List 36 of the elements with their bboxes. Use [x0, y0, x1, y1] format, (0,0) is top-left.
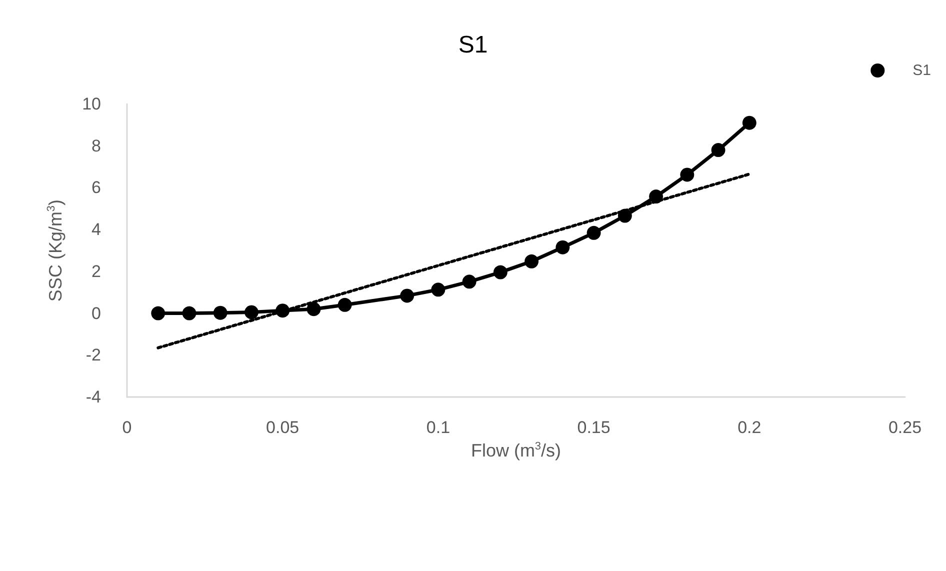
chart-title: S1 — [458, 32, 488, 58]
x-tick-label: 0.2 — [738, 418, 762, 437]
x-tick-label: 0.05 — [266, 418, 300, 437]
y-axis-title: SSC (Kg/m3) — [46, 199, 66, 302]
point — [276, 304, 290, 318]
point — [711, 143, 726, 158]
y-tick-label: 4 — [92, 220, 101, 240]
x-tick-label: 0.1 — [426, 418, 450, 437]
point — [493, 265, 508, 280]
point — [400, 288, 414, 303]
point — [680, 168, 694, 182]
point — [742, 116, 756, 130]
point — [182, 306, 196, 320]
y-tick-label: 10 — [82, 94, 101, 114]
point — [556, 240, 570, 254]
point — [649, 190, 664, 204]
point — [618, 208, 632, 223]
y-tick-label: 8 — [92, 136, 101, 156]
y-tick-label: 2 — [92, 262, 101, 281]
point — [338, 298, 352, 312]
x-tick-label: 0.25 — [888, 418, 922, 437]
legend-label: S1 — [912, 62, 932, 79]
point — [431, 282, 446, 297]
y-tick-label: 6 — [92, 178, 101, 198]
y-tick-label: -2 — [86, 346, 101, 365]
point — [213, 306, 228, 320]
y-tick-label: 0 — [92, 304, 101, 323]
point — [151, 306, 166, 320]
y-tick-label: -4 — [86, 388, 101, 406]
point — [306, 302, 321, 316]
point — [244, 305, 258, 320]
point — [524, 254, 539, 268]
x-tick-label: 0.15 — [577, 418, 610, 437]
point — [586, 226, 601, 240]
point — [462, 274, 476, 289]
x-tick-label: 0 — [122, 418, 132, 437]
